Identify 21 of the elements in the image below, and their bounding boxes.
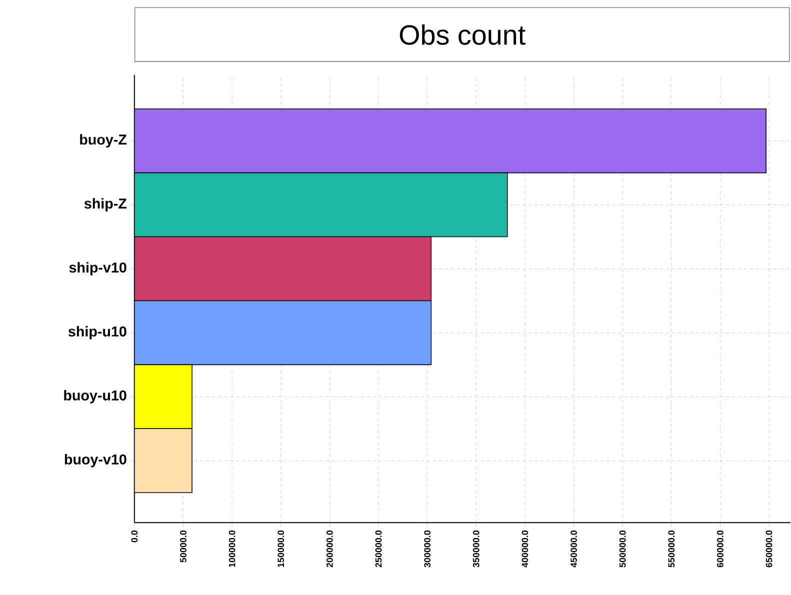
x-tick-label: 550000.0 (668, 530, 675, 568)
x-tick-label: 100000.0 (228, 530, 236, 568)
x-tick-label: 200000.0 (326, 530, 333, 568)
y-tick-label: buoy-v10 (64, 454, 126, 468)
x-tick-label: 50000.0 (180, 530, 186, 562)
x-tick-label: 250000.0 (375, 530, 382, 568)
x-tick-label: 450000.0 (570, 530, 577, 568)
x-tick-label: 650000.0 (766, 530, 772, 568)
y-tick-label: buoy-Z (80, 134, 126, 148)
y-tick-label: ship-Z (84, 198, 126, 212)
x-tick-label: 300000.0 (424, 530, 430, 568)
x-tick-label: 600000.0 (717, 530, 724, 568)
x-tick-label: 400000.0 (522, 530, 528, 568)
y-tick-label: buoy-u10 (64, 390, 126, 404)
x-tick-label: 350000.0 (472, 530, 480, 568)
y-tick-label: ship-u10 (68, 326, 126, 340)
chart-title: Obs count (400, 24, 526, 46)
y-tick-label: ship-v10 (69, 262, 126, 276)
x-tick-label: 150000.0 (278, 530, 284, 568)
x-tick-label: 0.0 (131, 530, 138, 542)
x-tick-label: 500000.0 (619, 530, 626, 568)
